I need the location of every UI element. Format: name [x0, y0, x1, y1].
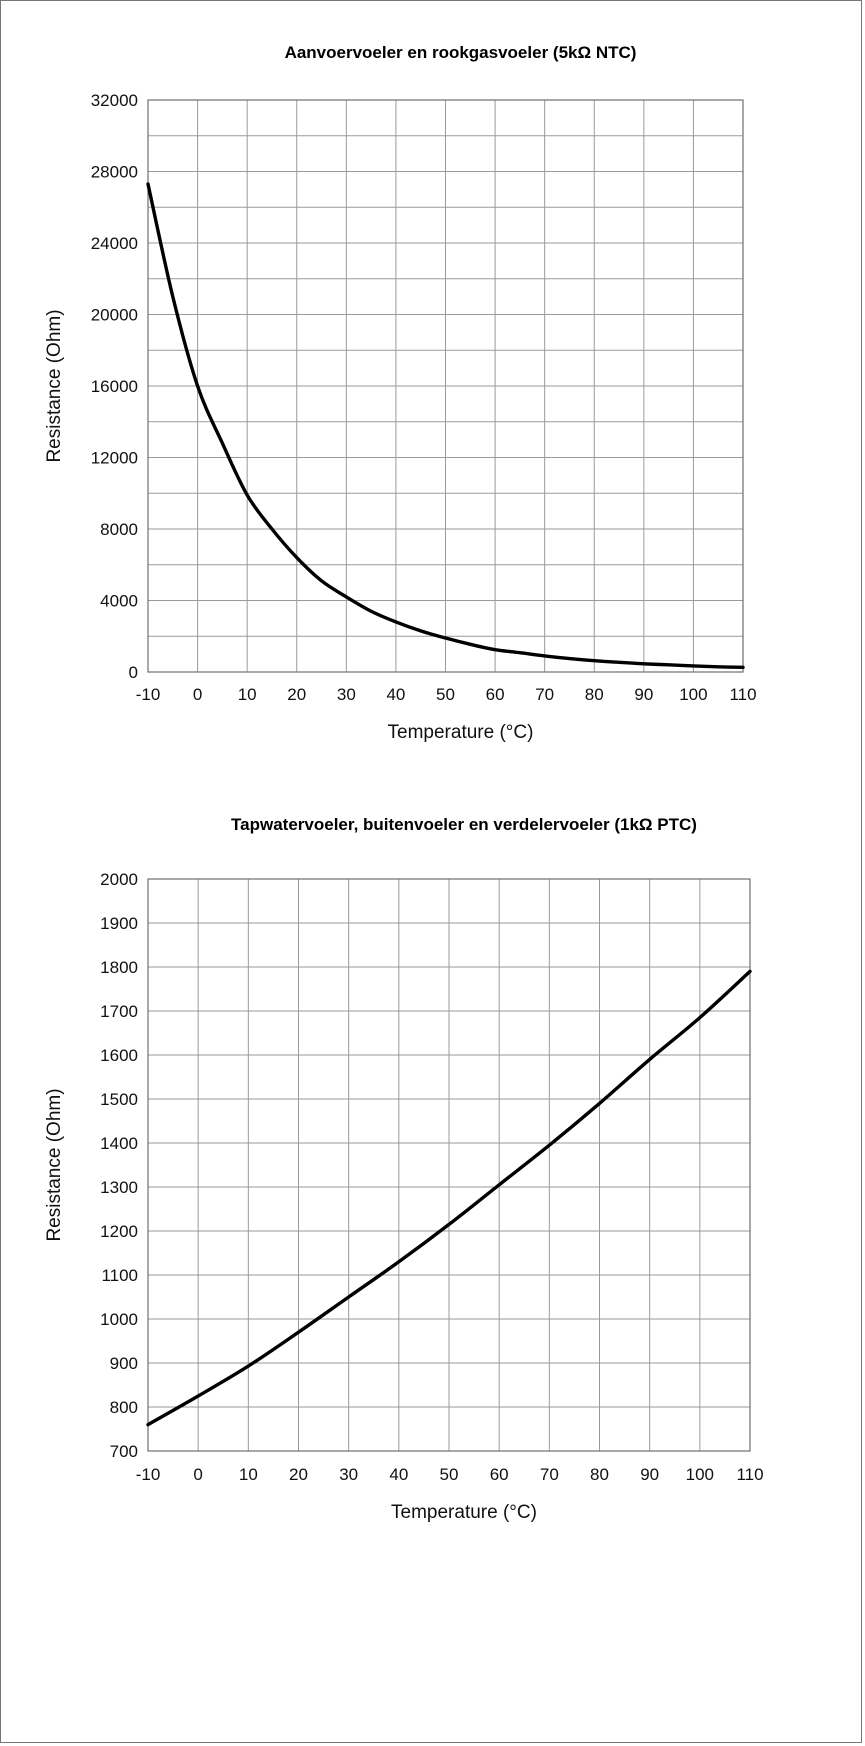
chart-1-x-tick-label: 40: [386, 685, 405, 704]
chart-2-y-tick-label: 1200: [100, 1222, 138, 1241]
chart-1-x-tick-label: 80: [585, 685, 604, 704]
chart-2-y-axis-label: Resistance (Ohm): [44, 1088, 65, 1241]
chart-1-y-tick-label: 32000: [91, 91, 138, 110]
chart-2-x-tick-label: 110: [736, 1465, 763, 1484]
chart-1-x-tick-label: 60: [486, 685, 505, 704]
chart-1-y-tick-label: 16000: [91, 377, 138, 396]
chart-1-y-tick-label: 0: [129, 663, 138, 682]
chart-1-x-tick-label: 110: [729, 685, 756, 704]
chart-1-title: Aanvoervoeler en rookgasvoeler (5kΩ NTC): [285, 43, 637, 62]
chart-2-y-tick-label: 1800: [100, 958, 138, 977]
chart-2-series-line: [146, 969, 752, 1427]
chart-1-x-tick-label: 70: [535, 685, 554, 704]
chart-1-x-tick-label: 90: [634, 685, 653, 704]
chart-2-y-tick-label: 1700: [100, 1002, 138, 1021]
chart-1-plot-frame: [147, 99, 744, 673]
chart-2-x-tick-label: 60: [490, 1465, 509, 1484]
chart-2-y-tick-label: 2000: [100, 870, 138, 889]
chart-1-x-tick-label: 100: [679, 685, 707, 704]
chart-2-x-tick-label: 30: [339, 1465, 358, 1484]
chart-2-y-tick-label: 800: [110, 1398, 138, 1417]
chart-2-x-tick-label: 0: [193, 1465, 202, 1484]
chart-1-series-line: [146, 182, 745, 670]
chart-2-x-tick-label: 100: [686, 1465, 714, 1484]
chart-2-x-tick-label: 20: [289, 1465, 308, 1484]
chart-2-y-tick-label: 1600: [100, 1046, 138, 1065]
chart-1-x-tick-label: 50: [436, 685, 455, 704]
chart-1-x-tick-label: 10: [238, 685, 257, 704]
chart-2-y-tick-label: 1400: [100, 1134, 138, 1153]
chart-1-y-axis-label: Resistance (Ohm): [44, 309, 65, 462]
chart-2-x-tick-label: 10: [239, 1465, 258, 1484]
chart-2-x-tick-label: -10: [136, 1465, 161, 1484]
chart-2-x-axis-label: Temperature (°C): [391, 1502, 537, 1523]
chart-2-x-tick-label: 50: [440, 1465, 459, 1484]
chart-1-y-tick-label: 20000: [91, 306, 138, 325]
chart-1-x-tick-label: -10: [136, 685, 161, 704]
chart-1-y-tick-label: 24000: [91, 234, 138, 253]
chart-2-x-tick-label: 70: [540, 1465, 559, 1484]
chart-2-y-tick-label: 1100: [101, 1266, 138, 1285]
chart-2-y-tick-label: 1900: [100, 914, 138, 933]
chart-2-y-tick-label: 900: [110, 1354, 138, 1373]
chart-1-x-tick-label: 20: [287, 685, 306, 704]
chart-1-y-tick-label: 8000: [100, 520, 138, 539]
chart-1-x-tick-label: 30: [337, 685, 356, 704]
chart-1-y-tick-label: 28000: [91, 163, 138, 182]
chart-2-y-tick-label: 1500: [100, 1090, 138, 1109]
chart-1-x-axis-label: Temperature (°C): [388, 722, 534, 743]
chart-2-plot-frame: [147, 878, 751, 1452]
chart-2-x-tick-label: 90: [640, 1465, 659, 1484]
chart-2-x-tick-label: 40: [389, 1465, 408, 1484]
chart-1-y-tick-label: 12000: [91, 449, 138, 468]
chart-2-y-tick-label: 1000: [100, 1310, 138, 1329]
chart-2-x-tick-label: 80: [590, 1465, 609, 1484]
chart-1-y-tick-label: 4000: [100, 592, 138, 611]
chart-2-y-tick-label: 1300: [100, 1178, 138, 1197]
chart-2-title: Tapwatervoeler, buitenvoeler en verdeler…: [231, 815, 697, 834]
chart-2-y-tick-label: 700: [110, 1442, 138, 1461]
chart-1-x-tick-label: 0: [193, 685, 202, 704]
